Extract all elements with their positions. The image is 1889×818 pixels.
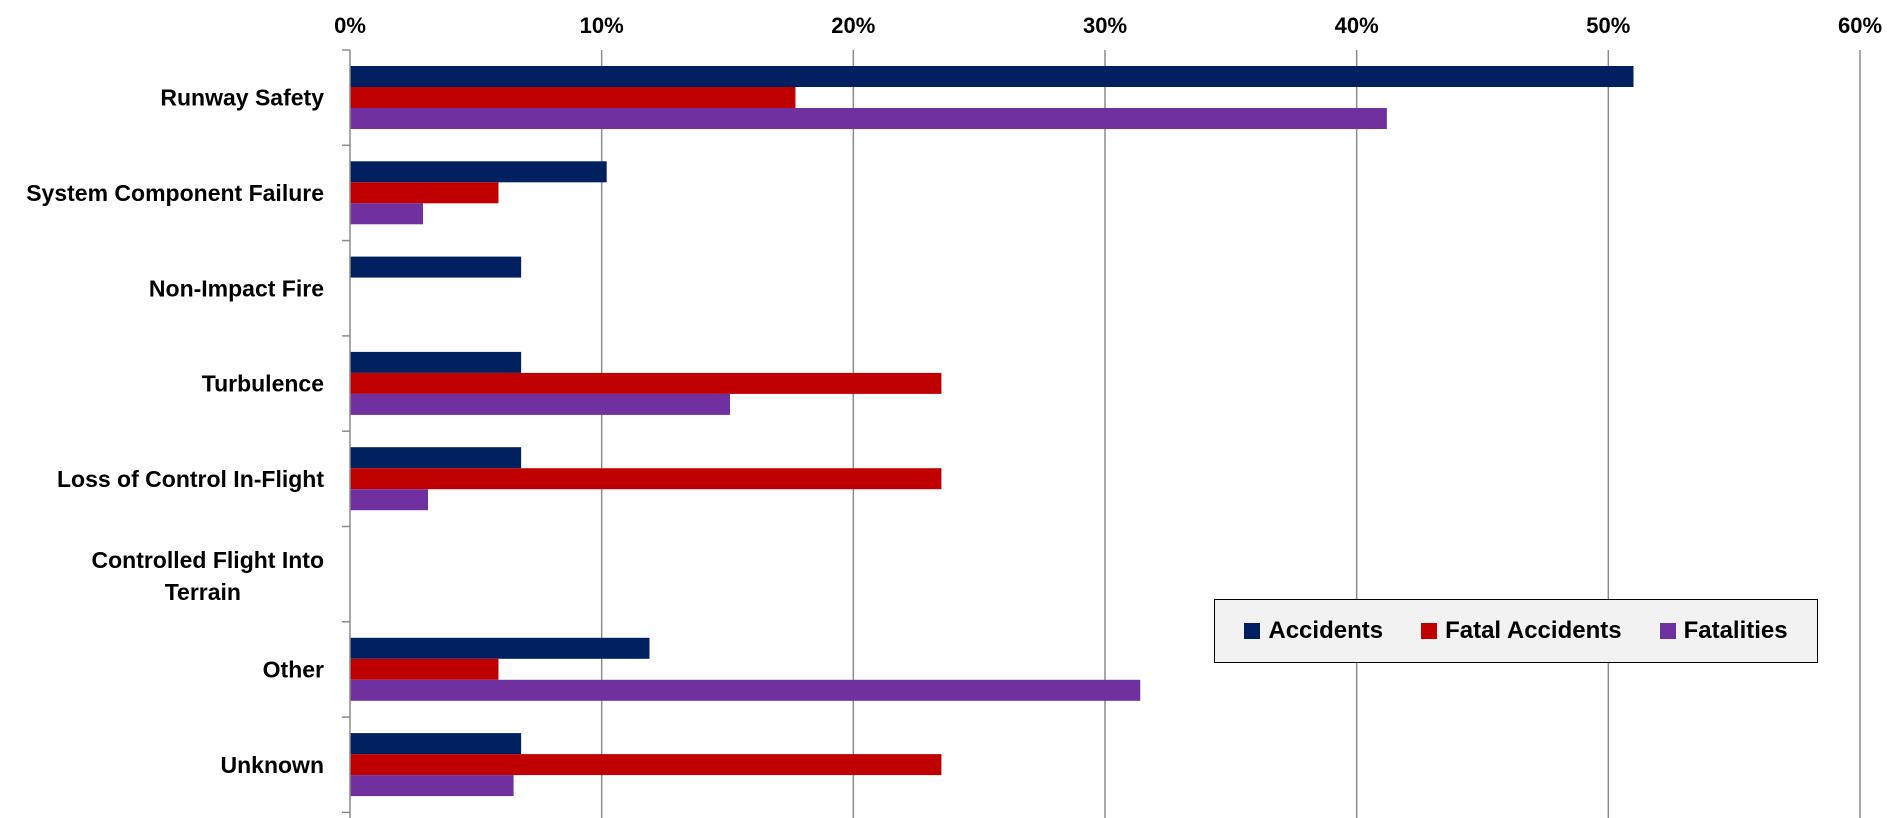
category-labels: Runway Safety System Component Failure Non… — [26, 85, 324, 778]
legend-swatch-fatalities — [1659, 623, 1676, 639]
category-label: Turbulence — [202, 371, 324, 397]
legend: Accidents Fatal Accidents Fatalities — [1214, 599, 1818, 663]
legend-label-fatalities: Fatalities — [1683, 617, 1788, 644]
legend-swatch-accidents — [1244, 623, 1261, 639]
category-label: Other — [263, 656, 324, 682]
x-tick-label: 40% — [1335, 13, 1379, 38]
bar — [350, 489, 429, 511]
bar — [350, 468, 942, 490]
x-tick-label: 0% — [334, 13, 366, 38]
bar — [350, 733, 522, 755]
bar — [350, 658, 499, 680]
bar — [350, 256, 522, 278]
category-label: Non-Impact Fire — [149, 275, 324, 301]
bars — [350, 66, 1634, 797]
category-label: System Component Failure — [26, 180, 324, 206]
bar — [350, 66, 1634, 87]
bar — [350, 87, 796, 108]
bar — [350, 393, 731, 415]
bar — [350, 447, 522, 469]
x-tick-label: 30% — [1083, 13, 1127, 38]
x-tick-label: 50% — [1586, 13, 1630, 38]
legend-label-accidents: Accidents — [1268, 617, 1384, 644]
y-axis — [342, 49, 351, 818]
bar — [350, 203, 423, 225]
legend-label-fatal-accidents: Fatal Accidents — [1445, 617, 1622, 644]
x-tick-labels: 0% 10% 20% 30% 40% 50% 60% — [334, 13, 1882, 38]
bar — [350, 679, 1141, 701]
category-label: Controlled Flight Into Terrain — [91, 547, 324, 605]
bar — [350, 372, 942, 394]
bar — [350, 161, 607, 183]
x-tick-label: 10% — [580, 13, 624, 38]
bar — [350, 351, 522, 373]
bar — [350, 775, 514, 797]
gridlines — [600, 50, 1861, 818]
bar — [350, 637, 650, 659]
legend-item-fatalities: Fatalities — [1659, 617, 1788, 645]
bar — [350, 108, 1387, 129]
category-label: Loss of Control In-Flight — [57, 466, 324, 492]
category-label: Unknown — [221, 752, 325, 778]
legend-swatch-fatal-accidents — [1421, 623, 1438, 639]
bar — [350, 182, 499, 204]
x-tick-label: 20% — [831, 13, 875, 38]
bar — [350, 754, 942, 776]
x-tick-label: 60% — [1838, 13, 1882, 38]
category-label: Runway Safety — [160, 85, 324, 111]
legend-item-fatal-accidents: Fatal Accidents — [1421, 617, 1622, 645]
legend-item-accidents: Accidents — [1244, 617, 1383, 645]
